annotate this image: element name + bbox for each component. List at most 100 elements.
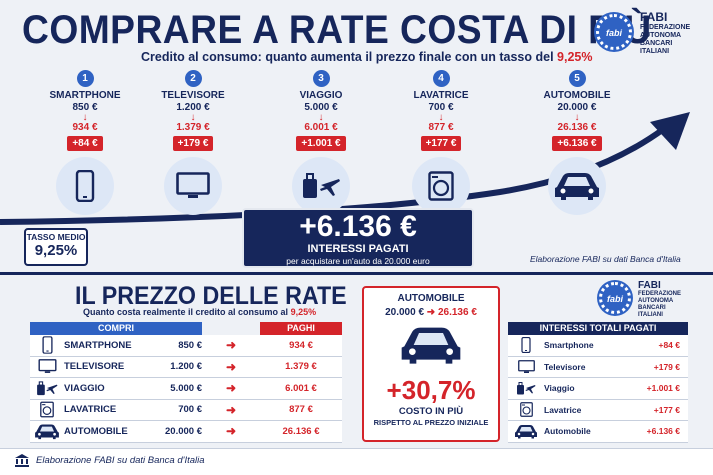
arrow-down-icon: ↓ xyxy=(318,112,324,123)
page-subtitle: Credito al consumo: quanto aumenta il pr… xyxy=(141,50,593,64)
automobile-box: AUTOMOBILE 20.000 € ➜ 26.136 € +30,7% CO… xyxy=(362,286,500,442)
smartphone-icon xyxy=(521,337,531,353)
footer xyxy=(0,448,713,475)
list-item: Viaggio +1.001 € xyxy=(508,378,688,400)
row-price: 850 € xyxy=(178,339,202,351)
item-column: 3 VIAGGIO 5.000 € ↓ 6.001 € +1.001 € xyxy=(276,70,366,215)
row-paid: 6.001 € xyxy=(285,382,317,394)
footer-source: Elaborazione FABI su dati Banca d'Italia xyxy=(36,455,205,466)
item-diff-badge: +1.001 € xyxy=(296,136,346,151)
item-price: 5.000 € xyxy=(304,102,338,113)
item-price: 20.000 € xyxy=(557,102,597,113)
row-name: VIAGGIO xyxy=(64,382,105,394)
table-row: VIAGGIO 5.000 € ➜ 6.001 € xyxy=(30,378,342,400)
list-item: Lavatrice +177 € xyxy=(508,399,688,421)
table-body: SMARTPHONE 850 € ➜ 934 € TELEVISORE 1.20… xyxy=(30,335,342,443)
interessi-name: Televisore xyxy=(544,361,586,372)
automobile-from: 20.000 € xyxy=(385,307,425,318)
item-final-price: 26.136 € xyxy=(557,122,597,133)
arrow-right-icon: ➜ xyxy=(225,338,237,353)
automobile-to: 26.136 € xyxy=(437,307,477,318)
arrow-down-icon: ↓ xyxy=(574,112,580,123)
logo-line: ITALIANI xyxy=(638,312,663,318)
item-diff-badge: +179 € xyxy=(172,136,214,151)
item-icon-circle xyxy=(56,157,114,215)
interessi-name: Viaggio xyxy=(544,383,575,394)
item-icon-circle xyxy=(164,157,222,215)
item-column: 4 LAVATRICE 700 € ↓ 877 € +177 € xyxy=(396,70,486,215)
arrow-down-icon: ↓ xyxy=(190,112,196,123)
tasso-value: 9,25% xyxy=(34,242,78,259)
interessi-value: +179 € xyxy=(653,361,680,372)
arrow-right-icon: ➜ xyxy=(225,359,237,374)
item-final-price: 877 € xyxy=(428,122,454,133)
logo-line: AUTONOMA xyxy=(640,32,682,39)
car-icon xyxy=(399,324,463,366)
logo-line: FEDERAZIONE xyxy=(638,291,682,297)
section-subtitle: Quanto costa realmente il credito al con… xyxy=(83,307,316,317)
page-title: COMPRARE A RATE COSTA DI PIÙ xyxy=(22,8,652,52)
tasso-medio-box: TASSO MEDIO 9,25% xyxy=(24,228,88,266)
item-icon-circle xyxy=(292,157,350,215)
list-item: Automobile +6.136 € xyxy=(508,421,688,443)
arrow-right-icon: ➜ xyxy=(225,424,237,439)
col-compri: COMPRI xyxy=(30,322,202,335)
arrow-right-icon: ➜ xyxy=(426,307,436,318)
item-diff-badge: +177 € xyxy=(420,136,462,151)
row-paid: 934 € xyxy=(289,339,313,351)
interessi-value: +177 € xyxy=(653,404,680,415)
washing-machine-icon xyxy=(520,402,533,417)
fabi-logo-text: FABI FEDERAZIONE AUTONOMA BANCARI ITALIA… xyxy=(638,280,681,319)
logo-line: BANCARI xyxy=(640,40,673,47)
item-number: 5 xyxy=(568,70,586,87)
interessi-value: +6.136 € xyxy=(646,426,680,437)
item-name: TELEVISORE xyxy=(161,90,225,101)
automobile-costo: COSTO IN PIÙ xyxy=(398,406,464,417)
item-number: 3 xyxy=(312,70,330,87)
item-name: LAVATRICE xyxy=(413,90,469,101)
suitcase-plane-icon xyxy=(301,171,341,201)
tasso-label: TASSO MEDIO xyxy=(26,232,86,242)
smartphone-icon xyxy=(75,170,95,202)
tv-icon xyxy=(38,359,57,374)
item-diff-badge: +84 € xyxy=(67,136,103,151)
item-final-price: 6.001 € xyxy=(304,122,338,133)
item-name: AUTOMOBILE xyxy=(543,90,611,101)
logo-name: FABI xyxy=(638,280,661,291)
list-item: Smartphone +84 € xyxy=(508,335,688,357)
interessi-title: INTERESSI TOTALI PAGATI xyxy=(508,322,688,335)
item-number: 2 xyxy=(184,70,202,87)
section-divider xyxy=(0,272,713,275)
logo-line: FEDERAZIONE xyxy=(640,24,691,31)
row-price: 5.000 € xyxy=(170,382,202,394)
arrow-down-icon: ↓ xyxy=(82,112,88,123)
smartphone-icon xyxy=(42,336,53,354)
interessi-label: INTERESSI PAGATI xyxy=(307,243,409,255)
section-subtitle-rate: 9,25% xyxy=(290,307,317,317)
row-paid: 877 € xyxy=(289,404,313,416)
item-price: 1.200 € xyxy=(176,102,210,113)
item-number: 1 xyxy=(76,70,94,87)
automobile-pct: +30,7% xyxy=(386,375,476,405)
suitcase-plane-icon xyxy=(516,381,536,396)
fabi-logo-text: FABI FEDERAZIONE AUTONOMA BANCARI ITALIA… xyxy=(640,10,690,56)
arrow-down-icon: ↓ xyxy=(438,112,444,123)
interessi-pagati-box: +6.136 € INTERESSI PAGATI per acquistare… xyxy=(242,208,474,268)
interessi-value: +1.001 € xyxy=(646,383,680,394)
suitcase-plane-icon xyxy=(36,380,58,397)
item-final-price: 934 € xyxy=(72,122,98,133)
item-diff-badge: +6.136 € xyxy=(552,136,602,151)
subtitle-rate: 9,25% xyxy=(557,50,593,64)
item-column: 1 SMARTPHONE 850 € ↓ 934 € +84 € xyxy=(40,70,130,215)
row-name: LAVATRICE xyxy=(64,404,117,416)
interessi-name: Lavatrice xyxy=(544,404,582,415)
washing-machine-icon xyxy=(40,401,54,418)
car-icon xyxy=(34,423,60,440)
table-row: SMARTPHONE 850 € ➜ 934 € xyxy=(30,335,342,357)
row-paid: 26.136 € xyxy=(282,425,320,437)
item-price: 700 € xyxy=(428,102,454,113)
interessi-table: INTERESSI TOTALI PAGATI Smartphone +84 €… xyxy=(508,322,688,443)
fabi-logo-icon: fabi xyxy=(599,282,631,314)
interessi-amount: +6.136 € xyxy=(299,210,417,243)
interessi-name: Automobile xyxy=(544,426,591,437)
